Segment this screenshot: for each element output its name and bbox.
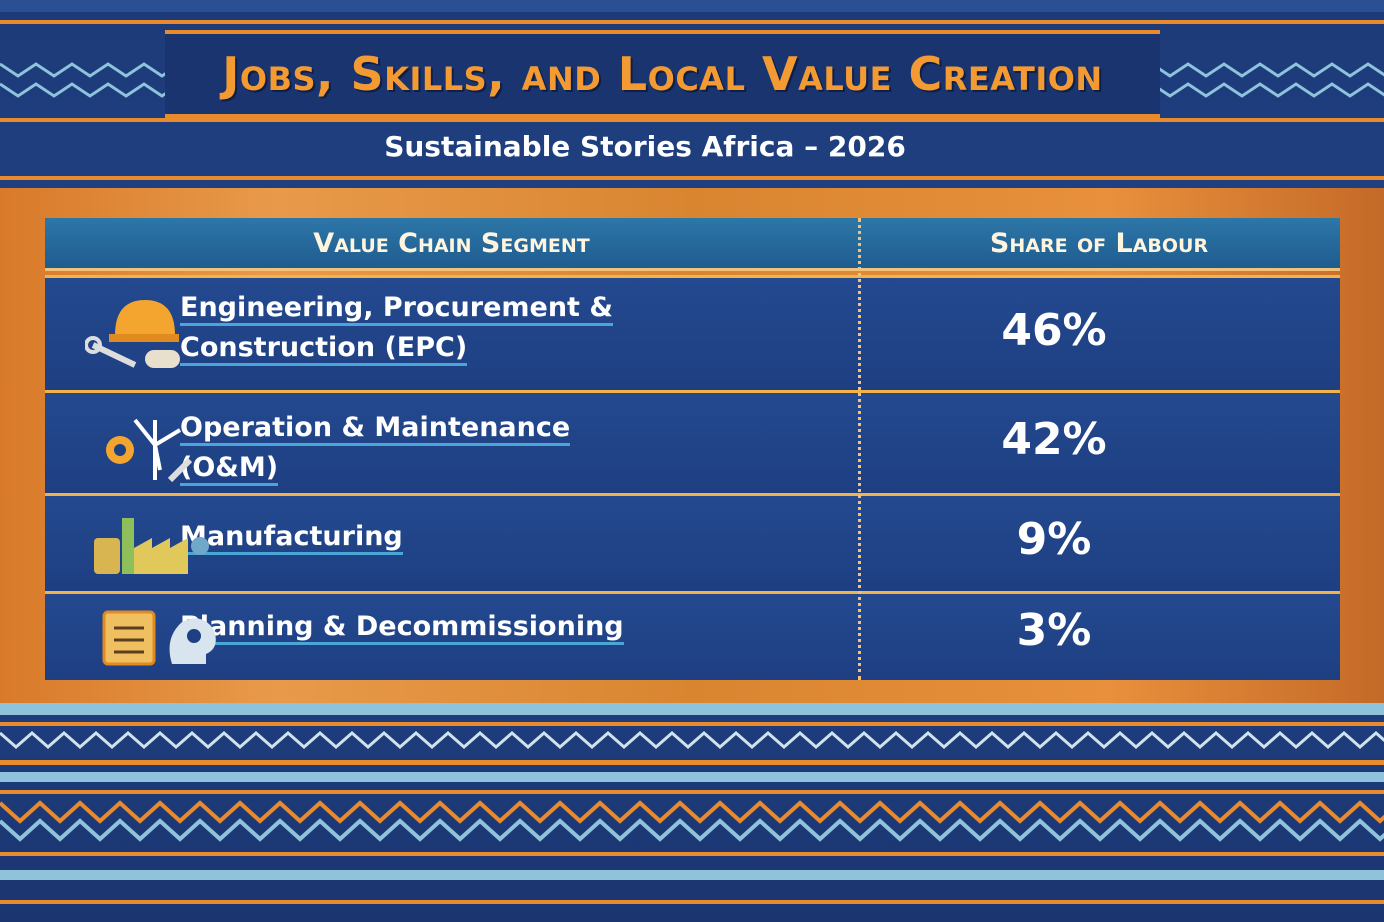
stripe [0,20,1384,24]
table-header: Value Chain Segment Share of Labour [45,218,1340,271]
epc-icon [85,300,180,368]
stripe [0,900,1384,904]
zigzag [0,800,1384,824]
share-value: 3% [1016,605,1092,656]
segment-label: Planning & Decommissioning [180,607,640,647]
zigzag [0,818,1384,842]
title: Jobs, Skills, and Local Value Creation [222,47,1103,101]
column-header: Share of Labour [989,227,1209,259]
planning-icon [102,610,216,666]
zigzag [0,731,1384,749]
om-icon [106,418,193,483]
stripe [0,772,1384,782]
table-row [45,591,1340,680]
stripe [0,0,1384,12]
stripe [0,722,1384,726]
share-value: 9% [1016,514,1092,565]
column-divider [858,218,861,680]
share-value: 46% [1001,305,1107,356]
stripe [0,870,1384,880]
stripe [0,118,1384,122]
segment-label: Manufacturing [180,517,640,557]
stripe [0,852,1384,856]
stripe [0,760,1384,765]
segment-label: Operation & Maintenance (O&M) [180,408,640,488]
stripe [0,703,1384,715]
table-row [45,493,1340,591]
share-value: 42% [1001,414,1107,465]
title-banner: Jobs, Skills, and Local Value Creation [165,30,1160,118]
table-row [45,390,1340,493]
stripe [0,790,1384,794]
table-row [45,275,1340,390]
manufacturing-icon [94,518,209,574]
column-header: Value Chain Segment [313,227,590,259]
subtitle: Sustainable Stories Africa – 2026 [384,130,906,163]
segment-label: Engineering, Procurement & Construction … [180,288,640,368]
stripe [0,176,1384,180]
